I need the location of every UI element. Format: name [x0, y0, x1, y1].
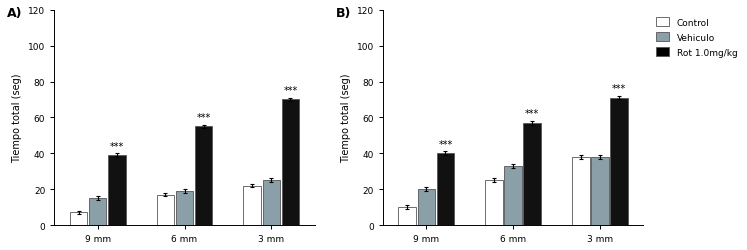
- Bar: [486, 180, 503, 225]
- Bar: [282, 100, 300, 225]
- Bar: [195, 127, 212, 225]
- Y-axis label: Tiempo total (seg): Tiempo total (seg): [13, 74, 22, 162]
- Y-axis label: Tiempo total (seg): Tiempo total (seg): [341, 74, 351, 162]
- Text: ***: ***: [525, 109, 539, 119]
- Legend: Control, Vehiculo, Rot 1.0mg/kg: Control, Vehiculo, Rot 1.0mg/kg: [653, 15, 740, 60]
- Bar: [89, 198, 107, 225]
- Bar: [524, 123, 541, 225]
- Bar: [244, 186, 261, 225]
- Bar: [108, 156, 125, 225]
- Bar: [572, 157, 589, 225]
- Text: ***: ***: [612, 84, 626, 94]
- Bar: [398, 207, 416, 225]
- Text: ***: ***: [283, 86, 297, 96]
- Bar: [157, 195, 174, 225]
- Text: ***: ***: [110, 141, 124, 151]
- Text: ***: ***: [438, 139, 453, 149]
- Text: ***: ***: [196, 112, 211, 122]
- Bar: [610, 98, 627, 225]
- Text: A): A): [7, 6, 23, 20]
- Bar: [437, 154, 454, 225]
- Bar: [418, 190, 435, 225]
- Bar: [262, 180, 280, 225]
- Text: B): B): [336, 6, 351, 20]
- Bar: [69, 212, 87, 225]
- Bar: [591, 157, 609, 225]
- Bar: [176, 191, 193, 225]
- Bar: [504, 166, 522, 225]
